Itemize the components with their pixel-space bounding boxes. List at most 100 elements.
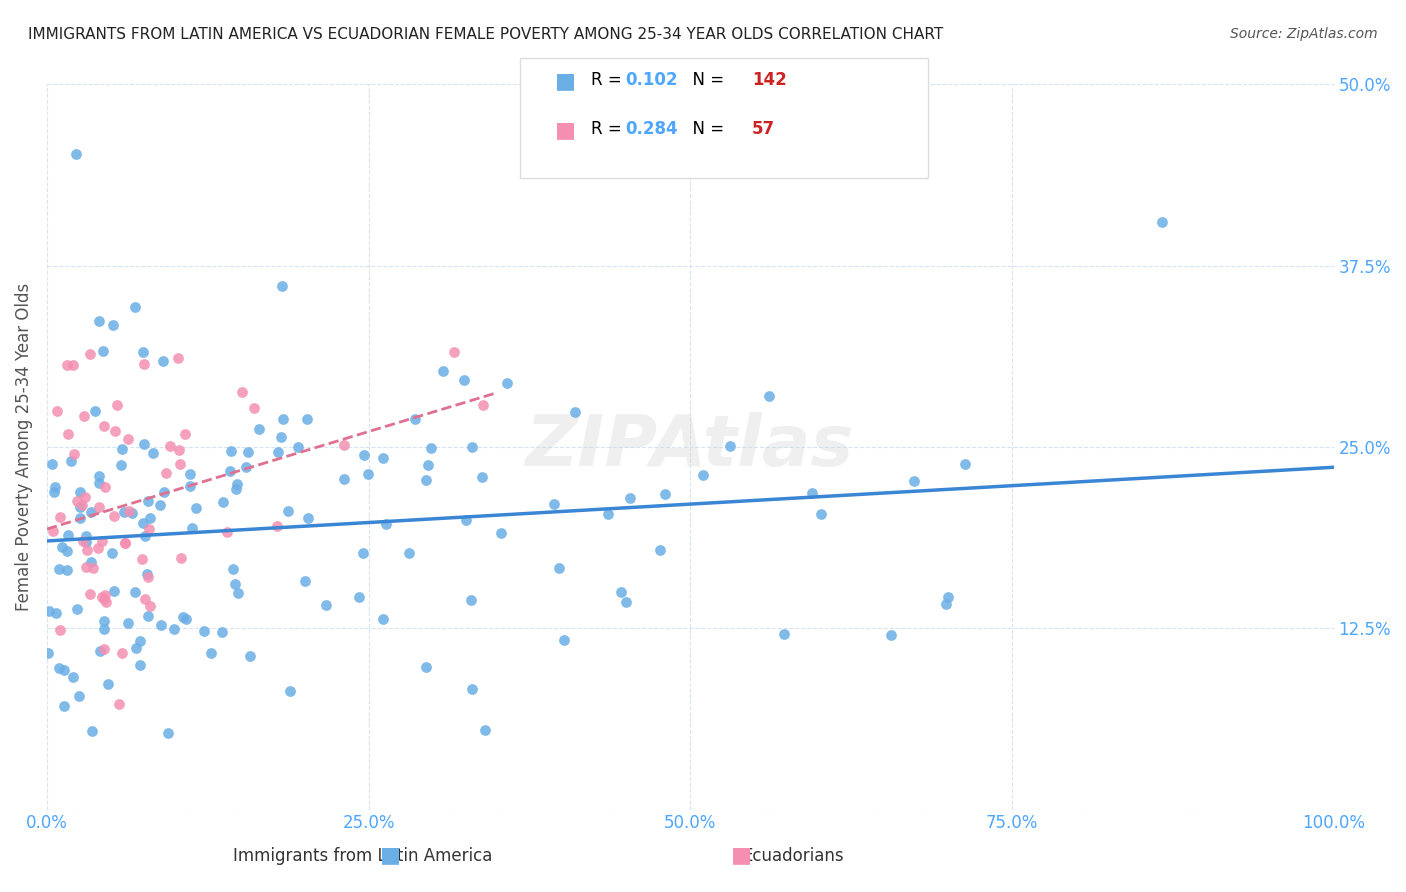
Point (51, 541, 73, 555)
Point (44, 480, 66, 494)
Point (243, 401, 266, 415)
Point (93, 614, 115, 628)
Point (460, 593, 482, 607)
Point (69, 511, 91, 525)
Point (349, 590, 371, 604)
Point (100, 546, 122, 560)
Point (72, 534, 94, 549)
Point (139, 511, 162, 525)
Point (84, 403, 107, 417)
Point (87, 541, 110, 555)
Point (129, 633, 152, 648)
Point (415, 660, 437, 674)
Point (91, 534, 114, 549)
Point (114, 535, 136, 549)
Point (156, 726, 179, 740)
Point (134, 591, 156, 606)
Point (415, 474, 437, 488)
Point (810, 507, 832, 521)
Text: Source: ZipAtlas.com: Source: ZipAtlas.com (1230, 27, 1378, 41)
Point (107, 697, 129, 711)
Point (48, 661, 70, 675)
Point (136, 570, 159, 584)
Point (228, 586, 250, 600)
Point (166, 351, 188, 365)
Point (219, 443, 242, 458)
Point (82, 561, 104, 575)
Point (124, 300, 146, 314)
Point (179, 479, 201, 493)
Point (65, 147, 87, 161)
Point (179, 467, 201, 482)
Point (91, 343, 114, 358)
Text: 0.284: 0.284 (626, 120, 678, 138)
Point (598, 508, 620, 522)
Point (547, 560, 569, 574)
Point (42, 485, 65, 500)
Text: Ecuadorians: Ecuadorians (742, 847, 844, 865)
Text: ZIPAtlas: ZIPAtlas (526, 412, 855, 482)
Point (69, 500, 91, 514)
Point (75, 529, 97, 543)
Point (38, 604, 60, 618)
Point (56, 564, 79, 578)
Point (70, 498, 93, 512)
Point (93, 592, 115, 607)
Text: R =: R = (591, 120, 627, 138)
Point (801, 485, 824, 500)
Point (239, 649, 262, 664)
Point (62, 447, 84, 461)
Text: ■: ■ (555, 71, 576, 91)
Point (718, 439, 741, 453)
Point (170, 550, 193, 565)
Point (49, 623, 72, 637)
Point (218, 464, 240, 478)
Point (93, 641, 115, 656)
Text: R =: R = (591, 71, 627, 89)
Point (332, 472, 354, 486)
Point (226, 477, 249, 491)
Point (287, 440, 309, 454)
Point (221, 562, 243, 576)
Point (48, 562, 70, 576)
Point (238, 445, 260, 459)
Point (315, 598, 337, 612)
Point (94, 479, 117, 493)
Point (96, 595, 118, 609)
Point (138, 522, 160, 536)
Text: 142: 142 (752, 71, 787, 89)
Point (87, 314, 110, 328)
Point (150, 618, 173, 632)
Point (103, 509, 125, 524)
Point (217, 525, 239, 540)
Point (89, 469, 111, 483)
Point (132, 357, 155, 371)
Point (373, 612, 395, 626)
Text: IMMIGRANTS FROM LATIN AMERICA VS ECUADORIAN FEMALE POVERTY AMONG 25-34 YEAR OLDS: IMMIGRANTS FROM LATIN AMERICA VS ECUADOR… (28, 27, 943, 42)
Point (136, 567, 159, 582)
Point (134, 529, 156, 543)
Point (118, 504, 141, 518)
Point (398, 546, 420, 560)
Point (692, 467, 714, 482)
Point (48, 509, 70, 524)
Point (131, 552, 153, 566)
Point (66, 602, 89, 616)
Point (353, 448, 375, 462)
Text: N =: N = (682, 120, 730, 138)
Point (117, 432, 139, 446)
Point (495, 376, 517, 390)
Point (460, 681, 482, 696)
Point (45, 404, 67, 418)
Point (75, 490, 97, 504)
Point (121, 506, 143, 520)
Point (297, 510, 319, 524)
Point (280, 683, 302, 698)
Point (443, 344, 465, 359)
Point (357, 467, 380, 481)
Point (297, 411, 319, 425)
Point (125, 640, 148, 655)
Point (333, 438, 356, 452)
Point (56, 427, 79, 442)
Point (152, 354, 174, 368)
